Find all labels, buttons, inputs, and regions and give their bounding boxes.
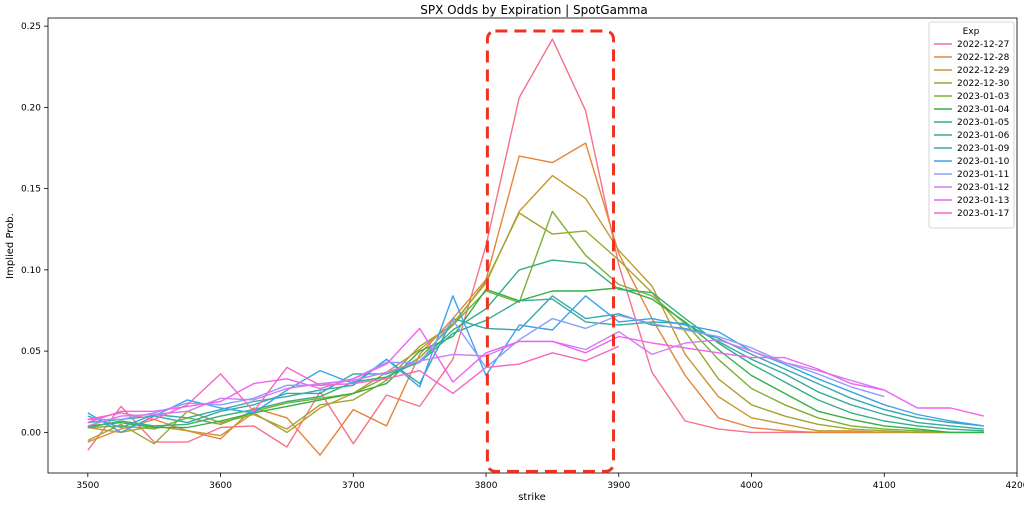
- y-axis: 0.00 0.05 0.10 0.15 0.20 0.25: [21, 22, 48, 438]
- chart-title: SPX Odds by Expiration | SpotGamma: [420, 3, 647, 17]
- series-line-2023-01-03: [87, 210, 984, 434]
- legend-label: 2023-01-10: [957, 157, 1010, 167]
- highlight-box: [485, 29, 615, 473]
- series-line-2023-01-04: [87, 287, 984, 434]
- legend-label: 2022-12-27: [957, 40, 1009, 50]
- legend-label: 2023-01-03: [957, 92, 1009, 102]
- legend-label: 2023-01-12: [957, 183, 1009, 193]
- x-tick-label: 4000: [740, 481, 763, 491]
- legend-label: 2023-01-11: [957, 170, 1009, 180]
- legend-label: 2023-01-04: [957, 105, 1010, 115]
- legend: Exp 2022-12-272022-12-282022-12-292022-1…: [928, 21, 1015, 229]
- legend-label: 2022-12-28: [957, 53, 1010, 63]
- legend-label: 2022-12-29: [957, 66, 1010, 76]
- x-tick-label: 3600: [209, 481, 232, 491]
- x-tick-label: 3900: [607, 481, 630, 491]
- y-axis-label: Implied Prob.: [5, 213, 16, 279]
- legend-items: 2022-12-27 2022-12-28 2022-12-29 2022-12-30…: [934, 40, 1010, 219]
- series-line-2023-01-10: [87, 295, 984, 434]
- x-tick-label: 3800: [475, 481, 498, 491]
- legend-label: 2023-01-09: [957, 144, 1010, 154]
- y-tick-label: 0.05: [21, 347, 41, 357]
- legend-label: 2023-01-05: [957, 118, 1009, 128]
- y-tick-label: 0.15: [21, 185, 41, 195]
- x-tick-label: 3700: [342, 481, 365, 491]
- legend-label: 2023-01-13: [957, 196, 1009, 206]
- series-layer: [87, 38, 984, 456]
- legend-frame: [928, 21, 1015, 229]
- series-line-2023-01-05: [87, 259, 984, 432]
- series-line-2023-01-09: [87, 295, 984, 429]
- series-line-2022-12-28: [87, 142, 951, 456]
- series-line-2022-12-29: [87, 174, 951, 437]
- y-tick-label: 0.10: [21, 266, 41, 276]
- plot-frame: [47, 17, 1018, 474]
- y-tick-label: 0.25: [21, 22, 41, 32]
- series-line-2023-01-17: [87, 345, 620, 421]
- x-tick-label: 4100: [873, 481, 896, 491]
- series-line-2023-01-06: [87, 298, 984, 430]
- legend-label: 2023-01-17: [957, 209, 1009, 219]
- x-tick-label: 3500: [76, 481, 99, 491]
- y-tick-label: 0.20: [21, 103, 41, 113]
- legend-label: 2023-01-06: [957, 131, 1010, 141]
- legend-title: Exp: [963, 27, 980, 37]
- x-axis-label: strike: [518, 492, 546, 503]
- legend-label: 2022-12-30: [957, 79, 1010, 89]
- y-tick-label: 0.00: [21, 428, 41, 438]
